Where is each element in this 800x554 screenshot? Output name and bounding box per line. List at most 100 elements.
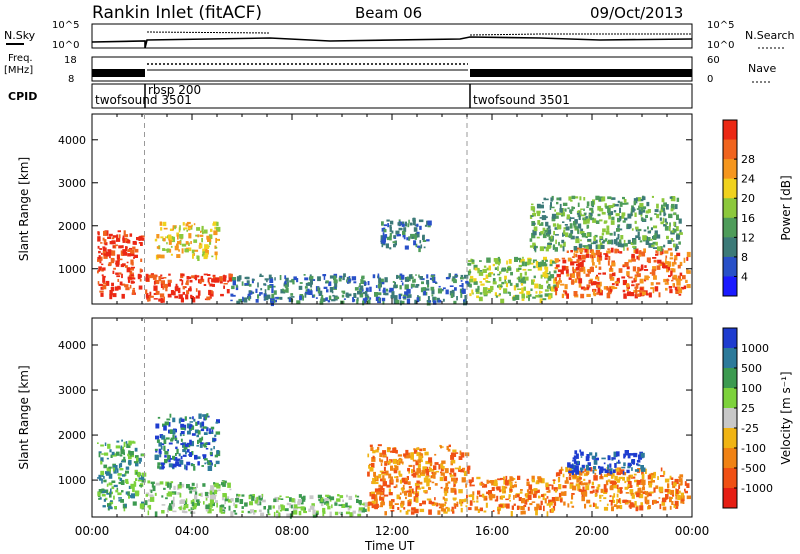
data-cell	[407, 509, 411, 512]
data-cell	[234, 504, 238, 508]
data-cell	[127, 491, 130, 496]
data-cell	[575, 253, 578, 258]
data-cell	[199, 279, 202, 284]
data-cell	[598, 266, 602, 270]
data-cell	[121, 245, 124, 249]
data-cell	[184, 416, 187, 421]
data-cell	[588, 212, 593, 217]
data-cell	[179, 482, 182, 486]
data-cell	[580, 469, 583, 473]
data-cell	[216, 450, 220, 455]
data-cell	[413, 464, 415, 470]
data-cell	[645, 240, 650, 245]
colorbar-tick-label: 20	[741, 192, 755, 205]
data-cell	[287, 281, 289, 287]
data-cell	[677, 264, 681, 269]
data-cell	[567, 235, 570, 238]
data-cell	[576, 478, 580, 483]
data-cell	[154, 238, 158, 242]
data-cell	[112, 235, 118, 238]
data-cell	[595, 239, 598, 244]
data-cell	[628, 259, 632, 263]
data-cell	[382, 488, 385, 492]
data-cell	[401, 223, 405, 227]
data-cell	[230, 498, 234, 502]
data-cell	[657, 246, 662, 251]
data-cell	[280, 289, 285, 294]
data-cell	[667, 248, 673, 251]
colorbar-segment	[723, 328, 737, 349]
cpid-program-1: twofsound 3501	[95, 93, 192, 107]
data-cell	[100, 457, 104, 462]
data-cell	[191, 502, 195, 507]
data-cell	[414, 508, 419, 514]
data-cell	[427, 220, 432, 226]
data-cell	[660, 467, 663, 472]
data-cell	[413, 448, 416, 451]
data-cell	[617, 472, 621, 476]
data-cell	[676, 286, 681, 290]
nsky-tick-top: 10^5	[52, 20, 79, 31]
data-cell	[209, 428, 211, 434]
data-cell	[676, 252, 681, 257]
data-cell	[645, 491, 648, 496]
data-cell	[238, 298, 243, 303]
data-cell	[160, 227, 163, 231]
data-cell	[623, 243, 628, 247]
data-cell	[384, 453, 387, 456]
data-cell	[329, 511, 332, 517]
data-cell	[239, 499, 244, 504]
data-cell	[158, 298, 162, 302]
data-cell	[675, 226, 679, 232]
data-cell	[626, 223, 629, 229]
data-cell	[606, 293, 611, 299]
data-cell	[618, 239, 622, 244]
data-cell	[469, 275, 474, 279]
data-cell	[471, 259, 475, 263]
data-cell	[679, 229, 682, 234]
data-cell	[601, 241, 605, 244]
data-cell	[632, 245, 636, 248]
data-cell	[649, 217, 653, 221]
data-cell	[97, 270, 99, 274]
data-cell	[585, 485, 590, 491]
data-cell	[616, 505, 621, 509]
data-cell	[419, 225, 422, 230]
data-cell	[130, 249, 135, 254]
data-cell	[234, 512, 238, 515]
data-cell	[664, 282, 669, 285]
data-cell	[560, 498, 563, 503]
data-cell	[396, 234, 399, 237]
data-cell	[555, 472, 558, 477]
data-cell	[140, 242, 143, 246]
data-cell	[289, 296, 292, 300]
data-cell	[668, 213, 673, 219]
data-cell	[526, 481, 530, 486]
data-cell	[618, 228, 623, 231]
data-cell	[155, 423, 160, 429]
data-cell	[426, 482, 430, 487]
data-cell	[408, 274, 413, 279]
data-cell	[230, 299, 233, 302]
data-cell	[390, 295, 395, 299]
data-cell	[668, 225, 671, 232]
data-cell	[162, 298, 165, 303]
data-cell	[452, 453, 457, 457]
data-cell	[247, 293, 251, 299]
data-cell	[623, 453, 626, 459]
data-cell	[668, 275, 672, 278]
data-cell	[629, 489, 634, 495]
data-cell	[102, 505, 106, 508]
data-cell	[422, 234, 425, 240]
data-cell	[404, 291, 408, 296]
data-cell	[178, 507, 181, 509]
data-cell	[259, 273, 262, 276]
data-cell	[636, 255, 639, 260]
data-cell	[514, 294, 520, 300]
data-cell	[596, 274, 598, 278]
data-cell	[382, 496, 385, 499]
data-cell	[169, 487, 171, 490]
data-cell	[517, 276, 520, 281]
data-cell	[611, 276, 615, 281]
data-cell	[578, 278, 583, 284]
